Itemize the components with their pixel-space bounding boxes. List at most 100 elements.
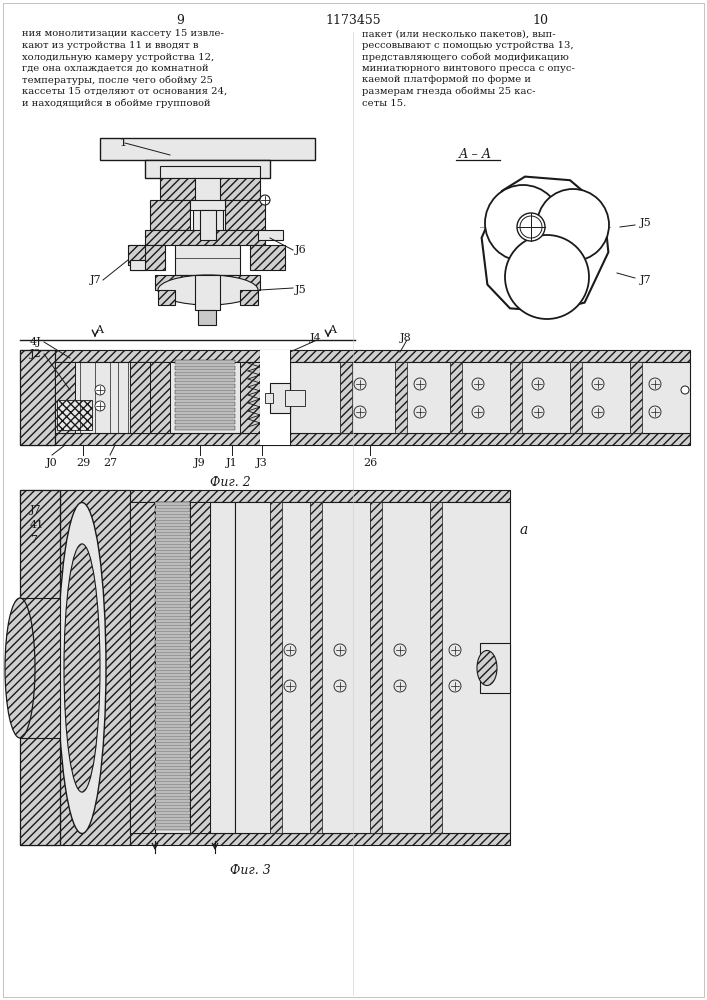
Circle shape bbox=[532, 378, 544, 390]
Bar bbox=[155, 754, 190, 758]
Bar bbox=[155, 706, 190, 710]
Text: 1: 1 bbox=[120, 138, 127, 148]
Bar bbox=[155, 766, 190, 770]
Polygon shape bbox=[630, 362, 642, 433]
Bar bbox=[155, 646, 190, 650]
Bar bbox=[155, 826, 190, 830]
Circle shape bbox=[592, 378, 604, 390]
Polygon shape bbox=[370, 502, 382, 833]
Polygon shape bbox=[20, 350, 55, 445]
Bar bbox=[155, 724, 190, 728]
Bar bbox=[155, 574, 190, 578]
Circle shape bbox=[260, 195, 270, 205]
Bar bbox=[155, 814, 190, 818]
Bar bbox=[155, 508, 190, 512]
Polygon shape bbox=[20, 833, 510, 845]
Bar bbox=[235, 502, 510, 833]
Polygon shape bbox=[60, 490, 130, 845]
Polygon shape bbox=[220, 178, 260, 200]
Bar bbox=[155, 682, 190, 686]
Text: JЗ: JЗ bbox=[256, 458, 268, 468]
Polygon shape bbox=[130, 502, 155, 833]
Ellipse shape bbox=[5, 598, 35, 738]
Bar bbox=[265, 393, 273, 403]
Text: где она охлаждается до комнатной: где она охлаждается до комнатной bbox=[22, 64, 209, 73]
Circle shape bbox=[95, 385, 105, 395]
Polygon shape bbox=[20, 598, 60, 738]
Bar bbox=[155, 628, 190, 632]
Text: J1: J1 bbox=[226, 458, 238, 468]
Polygon shape bbox=[481, 177, 608, 311]
Text: J4: J4 bbox=[310, 333, 322, 343]
Text: J6: J6 bbox=[295, 245, 307, 255]
Bar bbox=[155, 760, 190, 764]
Bar bbox=[155, 742, 190, 746]
Bar bbox=[258, 230, 283, 240]
Polygon shape bbox=[128, 245, 145, 265]
Text: кают из устройства 11 и вводят в: кают из устройства 11 и вводят в bbox=[22, 41, 199, 50]
Polygon shape bbox=[145, 230, 265, 245]
Text: A: A bbox=[328, 325, 336, 335]
Polygon shape bbox=[55, 362, 75, 433]
Circle shape bbox=[354, 406, 366, 418]
Text: 27: 27 bbox=[103, 458, 117, 468]
Bar bbox=[130, 260, 145, 270]
Text: Фиг. 2: Фиг. 2 bbox=[209, 477, 250, 489]
Circle shape bbox=[532, 406, 544, 418]
Bar bbox=[57, 400, 92, 430]
Bar bbox=[155, 652, 190, 656]
Text: J2: J2 bbox=[30, 349, 42, 359]
Bar bbox=[155, 676, 190, 680]
Bar bbox=[155, 520, 190, 524]
Bar bbox=[195, 275, 220, 310]
Bar bbox=[155, 748, 190, 752]
Circle shape bbox=[414, 378, 426, 390]
Circle shape bbox=[334, 680, 346, 692]
Bar bbox=[210, 502, 235, 833]
Bar bbox=[155, 616, 190, 620]
Circle shape bbox=[649, 406, 661, 418]
Text: холодильную камеру устройства 12,: холодильную камеру устройства 12, bbox=[22, 52, 214, 62]
Text: и находящийся в обойме групповой: и находящийся в обойме групповой bbox=[22, 98, 211, 108]
Text: J7: J7 bbox=[30, 505, 42, 515]
Circle shape bbox=[485, 185, 561, 261]
Circle shape bbox=[472, 378, 484, 390]
Text: J5: J5 bbox=[640, 218, 652, 228]
Ellipse shape bbox=[58, 502, 106, 834]
Bar bbox=[290, 362, 690, 433]
Text: 41: 41 bbox=[30, 520, 45, 530]
Bar bbox=[200, 210, 216, 240]
Bar bbox=[175, 378, 235, 382]
Bar bbox=[155, 592, 190, 596]
Text: 4J: 4J bbox=[30, 337, 42, 347]
Bar bbox=[155, 790, 190, 794]
Bar bbox=[155, 586, 190, 590]
Circle shape bbox=[537, 189, 609, 261]
Bar bbox=[285, 390, 305, 406]
Polygon shape bbox=[240, 362, 260, 433]
Bar bbox=[155, 598, 190, 602]
Ellipse shape bbox=[64, 544, 100, 792]
Text: пакет (или несколько пакетов), вып-: пакет (или несколько пакетов), вып- bbox=[362, 29, 556, 38]
Bar bbox=[155, 664, 190, 668]
Bar bbox=[198, 310, 216, 325]
Bar bbox=[175, 396, 235, 400]
Bar bbox=[155, 772, 190, 776]
Bar bbox=[100, 138, 315, 160]
Circle shape bbox=[520, 216, 542, 238]
Text: J0: J0 bbox=[46, 458, 58, 468]
Polygon shape bbox=[270, 502, 282, 833]
Circle shape bbox=[505, 235, 589, 319]
Text: 10: 10 bbox=[532, 13, 548, 26]
Polygon shape bbox=[430, 502, 442, 833]
Polygon shape bbox=[158, 290, 175, 305]
Text: A: A bbox=[95, 325, 103, 335]
Bar bbox=[155, 820, 190, 824]
Polygon shape bbox=[20, 490, 60, 845]
Bar bbox=[155, 622, 190, 626]
Text: температуры, после чего обойму 25: температуры, после чего обойму 25 bbox=[22, 75, 213, 85]
Bar bbox=[155, 658, 190, 662]
Text: 26: 26 bbox=[363, 458, 377, 468]
Bar bbox=[260, 350, 290, 445]
Bar bbox=[155, 538, 190, 542]
